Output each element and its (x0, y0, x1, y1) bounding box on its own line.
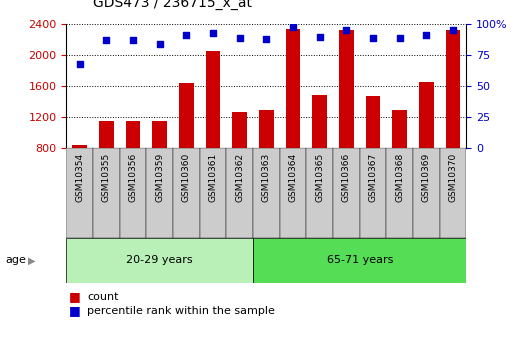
Bar (413, 148, 440, 238)
Bar (339, 30, 354, 148)
Text: ■: ■ (69, 290, 81, 303)
Bar (152, 121, 167, 148)
Bar (72, 145, 87, 148)
Text: GSM10363: GSM10363 (262, 153, 271, 202)
Text: GSM10369: GSM10369 (422, 153, 431, 202)
Point (449, 28, 457, 33)
Point (369, 35, 377, 41)
Point (235, 35, 244, 41)
Bar (126, 121, 140, 148)
Bar (226, 148, 253, 238)
Bar (360, 148, 386, 238)
Bar (386, 148, 413, 238)
Point (315, 34, 324, 39)
Text: GSM10354: GSM10354 (75, 153, 84, 202)
Text: GSM10355: GSM10355 (102, 153, 111, 202)
Text: ▶: ▶ (28, 256, 35, 265)
Text: 20-29 years: 20-29 years (126, 256, 193, 265)
Bar (312, 95, 327, 148)
Point (342, 28, 351, 33)
Bar (120, 148, 146, 238)
Text: GSM10360: GSM10360 (182, 153, 191, 202)
Bar (232, 112, 247, 148)
Text: GDS473 / 236715_x_at: GDS473 / 236715_x_at (93, 0, 252, 10)
Text: GSM10365: GSM10365 (315, 153, 324, 202)
Point (155, 41, 164, 47)
Bar (93, 148, 120, 238)
Bar (333, 148, 360, 238)
Point (209, 30, 217, 36)
Bar (392, 110, 407, 148)
Bar (253, 238, 466, 283)
Text: GSM10364: GSM10364 (288, 153, 297, 202)
Bar (419, 81, 434, 148)
Bar (306, 148, 333, 238)
Point (422, 32, 430, 38)
Bar (173, 148, 200, 238)
Point (102, 38, 111, 43)
Point (289, 24, 297, 29)
Text: percentile rank within the sample: percentile rank within the sample (87, 306, 275, 315)
Point (75, 61, 84, 67)
Point (395, 35, 404, 41)
Bar (440, 148, 466, 238)
Point (129, 38, 137, 43)
Point (262, 36, 270, 42)
Text: GSM10366: GSM10366 (342, 153, 351, 202)
Text: GSM10361: GSM10361 (208, 153, 217, 202)
Text: GSM10370: GSM10370 (448, 153, 457, 202)
Text: GSM10367: GSM10367 (368, 153, 377, 202)
Text: age: age (5, 256, 26, 265)
Bar (259, 110, 273, 148)
Bar (99, 121, 113, 148)
Point (182, 32, 191, 38)
Bar (280, 148, 306, 238)
Bar (446, 30, 461, 148)
Bar (366, 96, 381, 148)
Text: ■: ■ (69, 304, 81, 317)
Text: 65-71 years: 65-71 years (326, 256, 393, 265)
Text: GSM10368: GSM10368 (395, 153, 404, 202)
Text: GSM10359: GSM10359 (155, 153, 164, 202)
Bar (146, 148, 173, 238)
Bar (286, 29, 301, 148)
Bar (253, 148, 280, 238)
Bar (179, 83, 193, 148)
Text: count: count (87, 292, 119, 302)
Text: GSM10362: GSM10362 (235, 153, 244, 202)
Text: GSM10356: GSM10356 (128, 153, 137, 202)
Bar (66, 148, 93, 238)
Bar (66, 238, 253, 283)
Bar (206, 50, 220, 148)
Bar (200, 148, 226, 238)
